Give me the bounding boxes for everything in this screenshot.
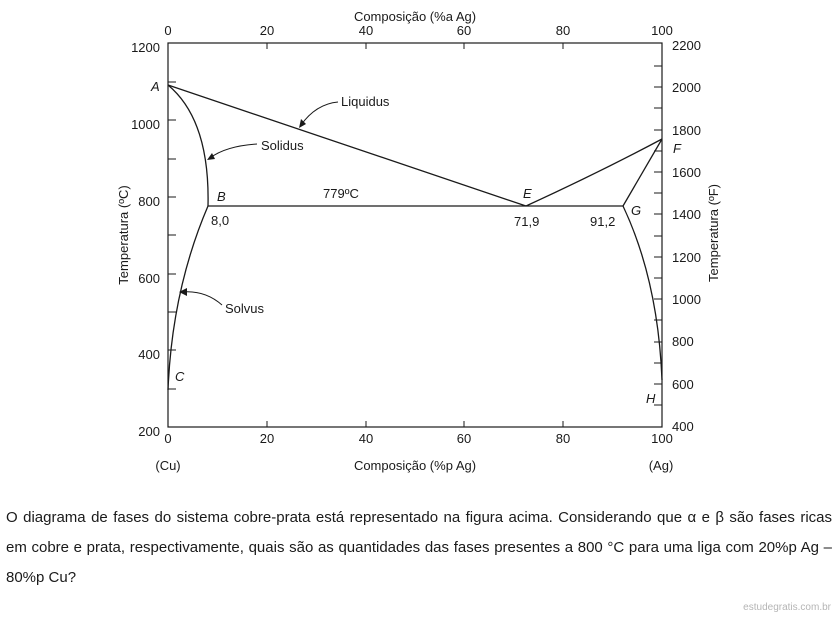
left-tick-label: 800 [138,194,160,209]
solvus-line-right [622,205,663,381]
right-tick-label: 400 [672,419,694,434]
top-tick-label: 0 [164,23,171,38]
liquidus-line-right [525,138,663,207]
top-tick-label: 60 [457,23,471,38]
top-tick-label: 100 [651,23,673,38]
liquidus-arrow-head [299,119,306,128]
solidus-arrow-head [207,153,215,160]
bottom-tick-label: 60 [457,431,471,446]
left-tick-label: 1000 [131,117,160,132]
ag-end-label: (Ag) [649,458,674,473]
liquidus-arrow [300,101,339,126]
bottom-tick-label: 80 [556,431,570,446]
solvus-line-left [167,205,209,391]
left-axis-label: Temperatura (ºC) [116,185,131,284]
point-label-a: A [150,79,160,94]
bottom-tick-label: 20 [260,431,274,446]
bottom-tick-label: 0 [164,431,171,446]
left-tick-label: 600 [138,271,160,286]
left-axis-ticks [168,81,176,390]
solvus-arrow-head [179,288,187,296]
solidus-label: Solidus [261,138,304,153]
plot-frame [167,42,663,428]
solvus-arrow [181,291,223,306]
right-tick-label: 2200 [672,38,701,53]
point-label-f: F [673,141,682,156]
top-tick-label: 80 [556,23,570,38]
value-b: 8,0 [211,213,229,228]
liquidus-label: Liquidus [341,94,390,109]
value-e: 71,9 [514,214,539,229]
top-tick-label: 40 [359,23,373,38]
right-tick-label: 600 [672,377,694,392]
solvus-label: Solvus [225,301,265,316]
bottom-tick-label: 40 [359,431,373,446]
liquidus-line-left [167,84,527,207]
bottom-axis-ticks [266,421,564,427]
right-axis-label: Temperatura (ºF) [706,184,721,282]
left-tick-label: 1200 [131,40,160,55]
bottom-tick-label: 100 [651,431,673,446]
cu-end-label: (Cu) [155,458,180,473]
right-tick-label: 1000 [672,292,701,307]
left-tick-label: 200 [138,424,160,439]
watermark: estudegratis.com.br [743,602,831,613]
top-axis-label: Composição (%a Ag) [354,9,476,24]
right-tick-label: 1400 [672,207,701,222]
solidus-line-left [167,84,209,207]
eutectic-temp-label: 779ºC [323,186,359,201]
right-tick-label: 1600 [672,165,701,180]
right-tick-label: 1800 [672,123,701,138]
value-g: 91,2 [590,214,615,229]
right-tick-label: 1200 [672,250,701,265]
point-label-c: C [175,369,185,384]
solidus-line-right [622,138,663,207]
right-tick-label: 2000 [672,80,701,95]
point-label-b: B [217,189,226,204]
top-axis-ticks [266,43,564,49]
phase-diagram: Composição (%a Ag) Composição (%p Ag) Te… [116,9,721,473]
question-text: O diagrama de fases do sistema cobre-pra… [6,509,832,586]
point-label-g: G [631,203,641,218]
point-label-h: H [646,391,656,406]
top-tick-label: 20 [260,23,274,38]
bottom-axis-label: Composição (%p Ag) [354,458,476,473]
left-tick-label: 400 [138,347,160,362]
solidus-arrow [209,143,258,159]
point-label-e: E [523,186,532,201]
right-tick-label: 800 [672,334,694,349]
